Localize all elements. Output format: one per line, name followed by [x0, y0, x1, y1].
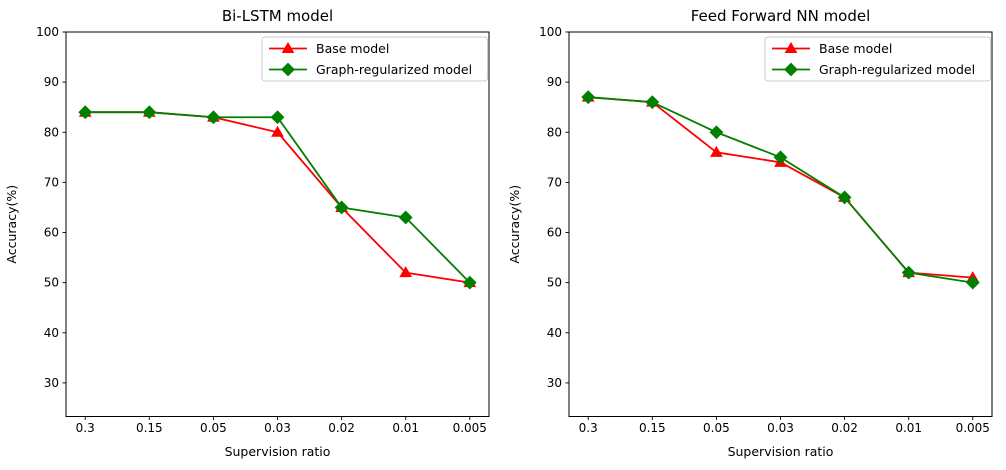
x-tick-label: 0.05 [703, 421, 730, 435]
y-tick-label: 80 [44, 125, 59, 139]
legend-label: Graph-regularized model [316, 62, 472, 77]
legend-triangle-marker [784, 42, 798, 53]
plot-box [568, 31, 993, 417]
legend: Base model Graph-regularized model [261, 36, 488, 82]
x-axis: 0.3 0.15 0.05 0.03 0.02 0.01 0.005 [579, 416, 990, 435]
y-tick-label: 100 [539, 25, 562, 39]
diamond-marker [398, 210, 413, 225]
y-tick-label: 60 [44, 226, 59, 240]
x-axis-label: Supervision ratio [225, 444, 331, 459]
y-tick-label: 90 [44, 75, 59, 89]
diamond-marker [581, 90, 596, 105]
x-axis: 0.3 0.15 0.05 0.03 0.02 0.01 0.005 [76, 416, 487, 435]
x-tick-label: 0.03 [264, 421, 291, 435]
plot-box [65, 31, 490, 417]
legend-label: Base model [819, 41, 892, 56]
legend-diamond-marker [281, 62, 295, 77]
diamond-marker [142, 105, 157, 120]
diamond-marker [462, 275, 477, 290]
y-tick-label: 90 [547, 75, 562, 89]
chart-title: Feed Forward NN model [691, 7, 871, 25]
diamond-marker [645, 95, 660, 110]
triangle-marker [399, 266, 413, 278]
y-axis: 30 40 50 60 70 80 90 100 [36, 25, 66, 390]
x-tick-label: 0.15 [136, 421, 163, 435]
legend-diamond-marker [784, 62, 798, 77]
diamond-marker [901, 265, 916, 280]
diamond-marker [965, 275, 980, 290]
legend-label: Base model [316, 41, 389, 56]
x-axis-label: Supervision ratio [728, 444, 834, 459]
x-tick-label: 0.3 [76, 421, 95, 435]
bilstm-chart: Bi-LSTM model 30 40 50 60 70 80 90 100 0.3 0.15 0.0… [4, 7, 490, 459]
diamond-marker [206, 110, 221, 125]
y-axis: 30 40 50 60 70 80 90 100 [539, 25, 569, 390]
series-graph-regularized-model [581, 90, 980, 290]
diamond-marker [709, 125, 724, 140]
x-tick-label: 0.03 [767, 421, 794, 435]
diamond-marker [837, 190, 852, 205]
x-tick-label: 0.005 [956, 421, 990, 435]
y-tick-label: 30 [547, 376, 562, 390]
y-tick-label: 100 [36, 25, 59, 39]
series-graph-regularized-model [78, 105, 477, 290]
y-tick-label: 60 [547, 226, 562, 240]
y-tick-label: 70 [44, 175, 59, 189]
y-tick-label: 50 [44, 276, 59, 290]
x-tick-label: 0.01 [392, 421, 419, 435]
y-tick-label: 70 [547, 175, 562, 189]
triangle-marker [271, 125, 284, 137]
x-tick-label: 0.3 [579, 421, 598, 435]
triangle-marker [710, 145, 723, 157]
legend-box [261, 36, 488, 82]
chart-panel-bilstm: Bi-LSTM model 30 40 50 60 70 80 90 100 0.3 0.15 0.0… [4, 7, 490, 459]
x-tick-label: 0.02 [831, 421, 858, 435]
x-tick-label: 0.02 [328, 421, 355, 435]
chart-title: Bi-LSTM model [222, 7, 333, 25]
legend-box [764, 36, 991, 82]
y-tick-label: 40 [547, 326, 562, 340]
diamond-marker [270, 110, 285, 125]
y-tick-label: 40 [44, 326, 59, 340]
legend-label: Graph-regularized model [819, 62, 975, 77]
y-tick-label: 30 [44, 376, 59, 390]
x-tick-label: 0.01 [895, 421, 922, 435]
diamond-marker [334, 200, 349, 215]
y-tick-label: 80 [547, 125, 562, 139]
legend: Base model Graph-regularized model [764, 36, 991, 82]
x-tick-label: 0.15 [639, 421, 666, 435]
y-axis-label: Accuracy(%) [4, 185, 19, 264]
x-tick-label: 0.05 [200, 421, 227, 435]
chart-panel-ffnn: Feed Forward NN model 30 40 50 60 70 80 90 100 0.… [503, 0, 1006, 470]
legend-triangle-marker [281, 42, 295, 53]
diamond-marker [78, 105, 93, 120]
y-tick-label: 50 [547, 276, 562, 290]
y-axis-label: Accuracy(%) [507, 185, 522, 264]
x-tick-label: 0.005 [453, 421, 487, 435]
diamond-marker [773, 150, 788, 165]
ffnn-chart: Feed Forward NN model 30 40 50 60 70 80 90 100 0.… [503, 0, 1006, 470]
